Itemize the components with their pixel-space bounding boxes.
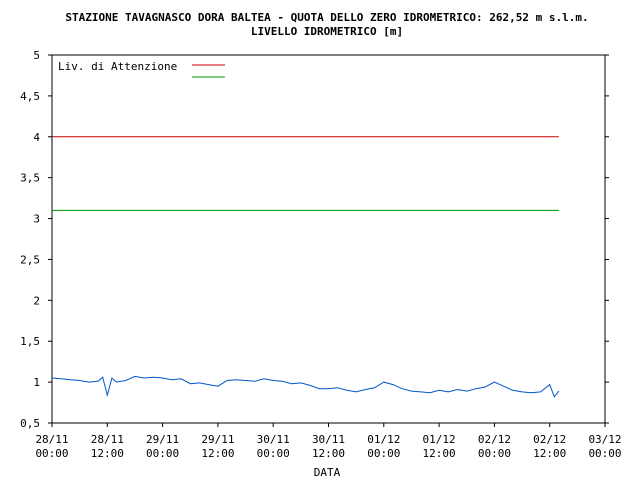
x-tick-date: 28/11 [91,433,124,446]
legend: Liv. di Attenzione [58,60,225,78]
x-tick-date: 01/12 [423,433,456,446]
x-tick-date: 02/12 [533,433,566,446]
y-tick-label: 4,5 [20,90,40,103]
y-tick-label: 4 [33,131,40,144]
x-tick-time: 12:00 [91,447,124,460]
x-tick-time: 12:00 [533,447,566,460]
x-tick-date: 30/11 [257,433,290,446]
water-level-line [51,375,560,398]
y-axis: 0,5 1 1,5 2 2,5 3 3,5 4 4,5 5 [20,49,609,430]
y-tick-label: 2,5 [20,253,40,266]
x-tick-time: 00:00 [257,447,290,460]
x-tick-time: 00:00 [367,447,400,460]
y-tick-label: 5 [33,49,40,62]
y-tick-label: 0,5 [20,417,40,430]
legend-label-attenzione: Liv. di Attenzione [58,60,177,73]
x-tick-date: 29/11 [201,433,234,446]
chart-subtitle: LIVELLO IDROMETRICO [m] [251,25,403,38]
x-tick-date: 02/12 [478,433,511,446]
chart-title: STAZIONE TAVAGNASCO DORA BALTEA - QUOTA … [65,11,588,24]
y-tick-label: 2 [33,294,40,307]
x-tick-time: 12:00 [423,447,456,460]
x-tick-time: 00:00 [146,447,179,460]
x-tick-time: 00:00 [35,447,68,460]
x-tick-time: 12:00 [312,447,345,460]
x-tick-time: 12:00 [201,447,234,460]
y-tick-label: 1,5 [20,335,40,348]
y-tick-label: 3 [33,213,40,226]
x-tick-date: 29/11 [146,433,179,446]
x-axis-label: DATA [314,466,341,479]
series-layer [51,136,560,398]
y-tick-label: 1 [33,376,40,389]
x-axis: 28/1100:0028/1112:0029/1100:0029/1112:00… [35,423,622,460]
x-tick-date: 03/12 [588,433,621,446]
x-tick-time: 00:00 [588,447,621,460]
y-tick-label: 3,5 [20,172,40,185]
x-tick-time: 00:00 [478,447,511,460]
x-tick-date: 28/11 [35,433,68,446]
x-tick-date: 30/11 [312,433,345,446]
plot-frame [51,54,606,424]
x-tick-date: 01/12 [367,433,400,446]
